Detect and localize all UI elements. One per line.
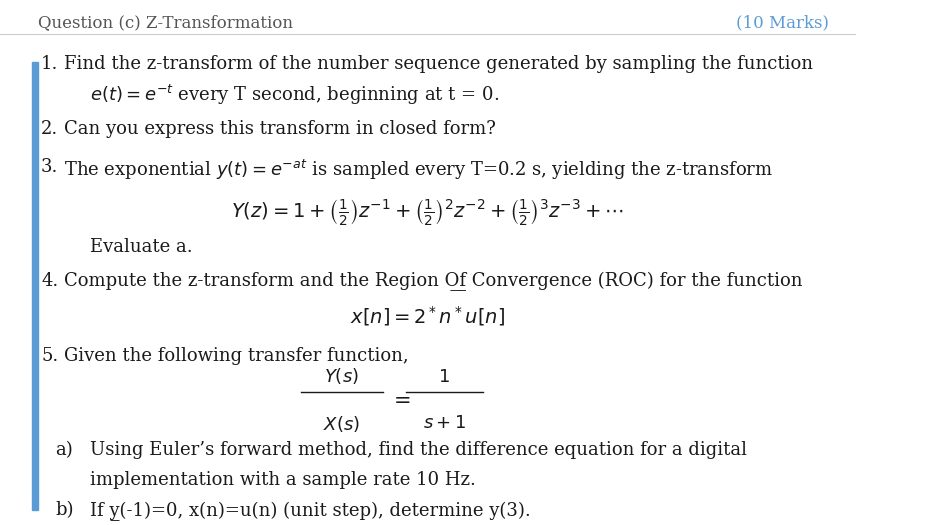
- Text: Using Euler’s forward method, find the difference equation for a digital: Using Euler’s forward method, find the d…: [90, 441, 746, 459]
- Text: (10 Marks): (10 Marks): [736, 15, 828, 32]
- Text: $x[n] = 2^*n^*u[n]$: $x[n] = 2^*n^*u[n]$: [349, 304, 504, 328]
- Text: $e(t) = e^{-t}$ every T second, beginning at t = 0.: $e(t) = e^{-t}$ every T second, beginnin…: [90, 83, 499, 107]
- Text: $Y(z) = 1 + \left(\frac{1}{2}\right)z^{-1} + \left(\frac{1}{2}\right)^{2} z^{-2}: $Y(z) = 1 + \left(\frac{1}{2}\right)z^{-…: [231, 197, 624, 227]
- Text: 2.: 2.: [41, 120, 58, 138]
- Text: Can you express this transform in closed form?: Can you express this transform in closed…: [64, 120, 496, 138]
- Text: $s + 1$: $s + 1$: [423, 414, 466, 432]
- Text: 3.: 3.: [41, 158, 59, 176]
- Text: implementation with a sample rate 10 Hz.: implementation with a sample rate 10 Hz.: [90, 470, 475, 489]
- Text: If y̲(-1)=0, x(n)=u(n) (unit step), determine y(3).: If y̲(-1)=0, x(n)=u(n) (unit step), dete…: [90, 501, 531, 521]
- Text: The exponential $y(t)=e^{-at}$ is sampled every T=0.2 s, yielding the z-transfor: The exponential $y(t)=e^{-at}$ is sample…: [64, 158, 773, 182]
- Text: b): b): [55, 501, 74, 520]
- Text: 4.: 4.: [41, 272, 58, 290]
- Text: 1.: 1.: [41, 55, 59, 72]
- Text: Find the z-transform of the number sequence generated by sampling the function: Find the z-transform of the number seque…: [64, 55, 814, 72]
- Text: Evaluate a.: Evaluate a.: [90, 238, 192, 256]
- Text: $=$: $=$: [389, 391, 411, 410]
- Text: Compute the z-transform and the Region O̲f̲ Convergence (ROC) for the function: Compute the z-transform and the Region O…: [64, 272, 802, 291]
- Bar: [33, 62, 37, 510]
- Text: 5.: 5.: [41, 348, 58, 365]
- Text: $X(s)$: $X(s)$: [323, 414, 361, 434]
- Text: $Y(s)$: $Y(s)$: [324, 366, 360, 386]
- Text: Given the following transfer function,: Given the following transfer function,: [64, 348, 409, 365]
- Text: Question (c) Z-Transformation: Question (c) Z-Transformation: [38, 15, 293, 32]
- Text: a): a): [55, 441, 73, 459]
- Text: $1$: $1$: [438, 369, 450, 386]
